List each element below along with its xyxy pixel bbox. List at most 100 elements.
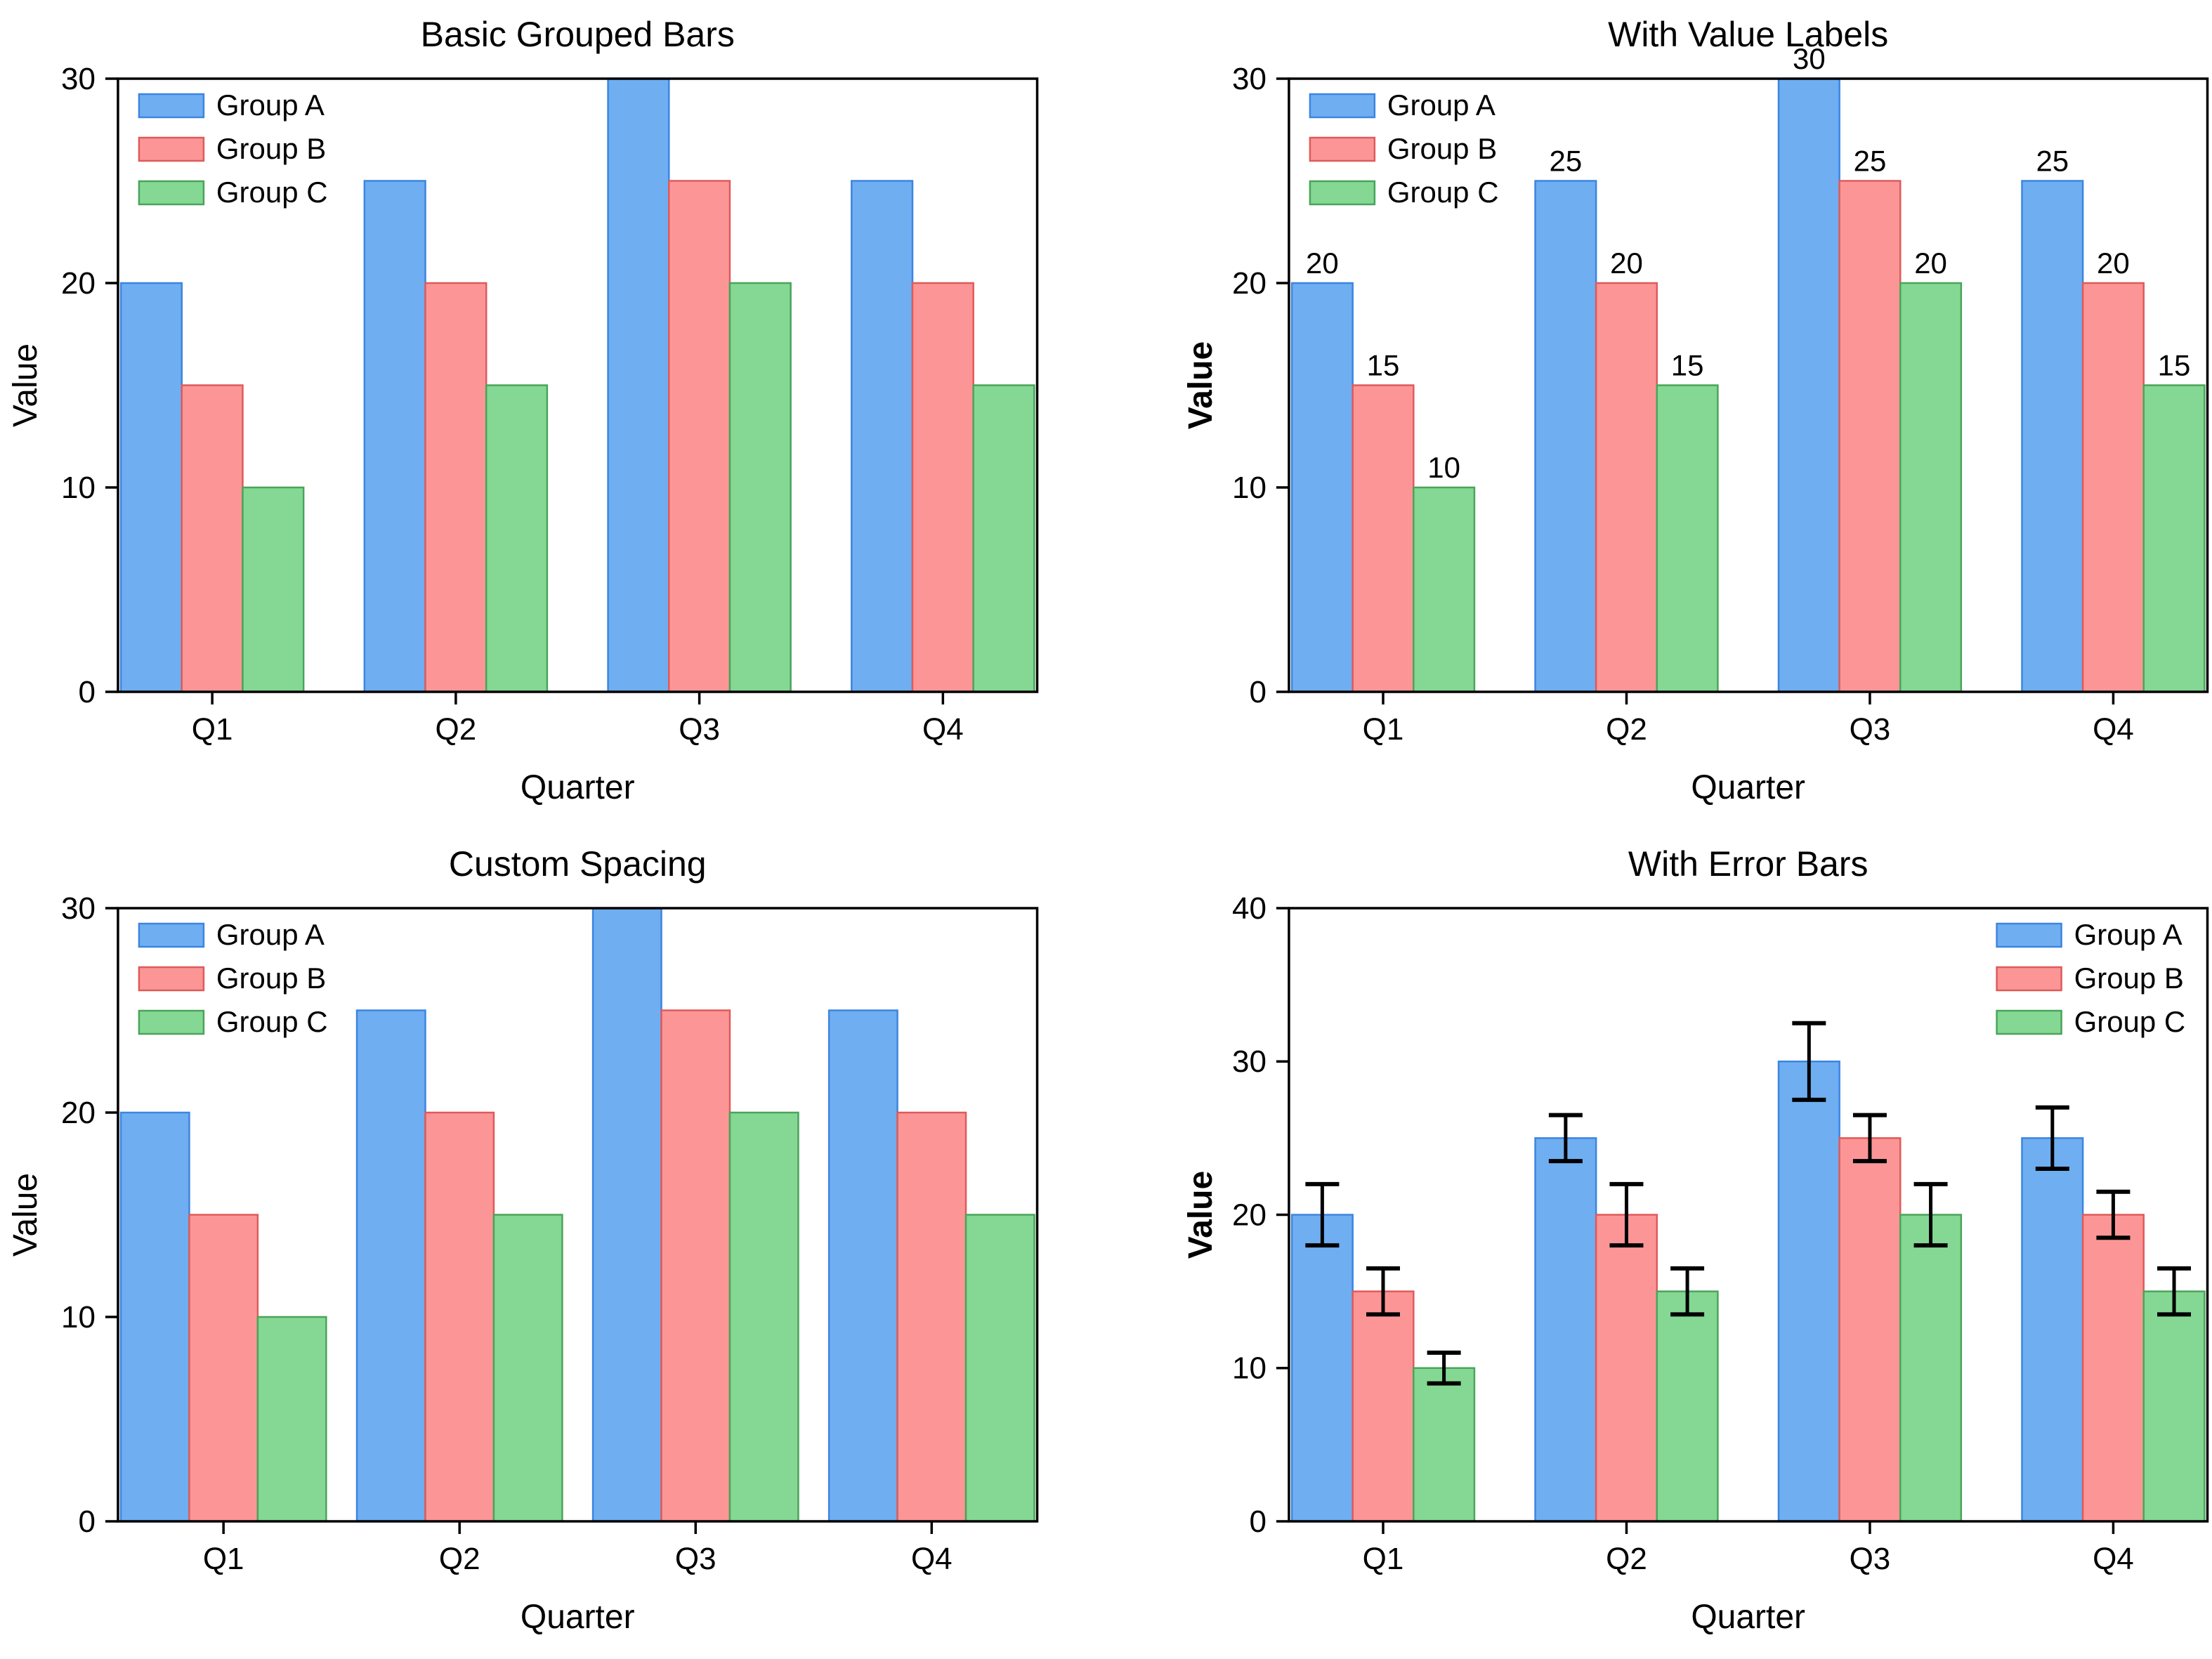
y-tick-label-20: 20 xyxy=(61,1096,96,1130)
plot-border xyxy=(117,907,1039,1523)
bar-q3-group-b xyxy=(668,180,731,693)
legend-swatch-group-c xyxy=(1309,180,1375,206)
legend-swatch-group-c xyxy=(1995,1009,2062,1035)
bar-q2-group-a xyxy=(363,180,426,693)
bar-q3-group-a xyxy=(607,77,670,693)
y-tick-label-30: 30 xyxy=(61,891,96,926)
y-axis-label: Value xyxy=(7,1173,44,1257)
legend-label-group-b: Group B xyxy=(216,962,326,995)
y-axis-label: Value xyxy=(1182,1171,1219,1259)
legend-label-group-b: Group B xyxy=(1387,132,1496,165)
x-axis-label: Quarter xyxy=(1691,1599,1805,1636)
bar-q3-group-c xyxy=(728,282,792,693)
legend-label-group-c: Group C xyxy=(2074,1005,2185,1038)
y-tick-label-20: 20 xyxy=(1231,1198,1266,1232)
bar-q3-group-b xyxy=(1838,180,1902,693)
bar-q1-group-b xyxy=(188,1214,259,1523)
bar-q2-group-b xyxy=(1595,1214,1658,1523)
value-label-q4-group-a: 25 xyxy=(2036,144,2069,177)
bar-q3-group-b xyxy=(660,1009,731,1523)
chart-title: Custom Spacing xyxy=(449,844,707,884)
bar-q1-group-a xyxy=(1290,282,1354,693)
bar-q2-group-b xyxy=(424,1111,495,1523)
bar-q1-group-a xyxy=(119,282,183,693)
bar-q1-group-c xyxy=(1412,486,1475,693)
chart-title: With Value Labels xyxy=(1608,15,1888,54)
x-tick-label-q4: Q4 xyxy=(911,1542,953,1576)
legend-swatch-group-a xyxy=(1995,922,2062,948)
x-tick-label-q2: Q2 xyxy=(439,1542,480,1576)
legend-label-group-a: Group A xyxy=(216,88,325,122)
chart-with-error-bars: 0 10 20 30 40 Q1 Q2 Q3 Q4 With Error Bars Quarter V… xyxy=(1106,830,2212,1659)
value-label-q1-group-c: 10 xyxy=(1427,451,1460,484)
x-tick-label-q4: Q4 xyxy=(2093,712,2134,747)
y-tick-label-0: 0 xyxy=(78,1504,95,1539)
bar-q1-group-a xyxy=(1290,1214,1354,1523)
bar-q3-group-c xyxy=(728,1111,799,1523)
legend-label-group-a: Group A xyxy=(1387,88,1495,122)
x-tick-label-q1: Q1 xyxy=(1362,712,1403,747)
bar-q2-group-b xyxy=(1595,282,1658,693)
plot-border xyxy=(1287,77,2208,693)
y-tick-label-0: 0 xyxy=(1249,675,1266,709)
legend: Group A Group B Group C xyxy=(1309,88,1498,209)
chart-basic-grouped-bars: 0 10 20 30 Q1 Q2 Q3 Q4 Basic Grouped Bars Quarter… xyxy=(0,0,1106,830)
x-tick-label-q3: Q3 xyxy=(1849,1542,1890,1576)
y-tick-label-0: 0 xyxy=(78,675,95,709)
bar-q2-group-a xyxy=(355,1009,426,1523)
bar-q4-group-c xyxy=(972,384,1035,693)
chart-title: Basic Grouped Bars xyxy=(421,15,735,54)
bar-q4-group-c xyxy=(2142,384,2206,693)
bar-q2-group-c xyxy=(1656,1290,1719,1523)
y-tick-label-10: 10 xyxy=(1231,471,1266,505)
legend-label-group-a: Group A xyxy=(216,918,325,951)
bar-q2-group-c xyxy=(492,1214,563,1523)
y-tick-label-0: 0 xyxy=(1249,1504,1266,1539)
bar-q4-group-a xyxy=(2020,180,2083,693)
bar-q4-group-c xyxy=(964,1214,1035,1523)
bar-q2-group-a xyxy=(1533,180,1597,693)
chart-svg-basic-grouped-bars: 0 10 20 30 Q1 Q2 Q3 Q4 Basic Grouped Bars Quarter… xyxy=(7,15,1039,806)
bar-q3-group-a xyxy=(1777,77,1840,693)
value-label-q2-group-c: 15 xyxy=(1670,348,1703,381)
legend-swatch-group-c xyxy=(138,180,205,206)
bar-q2-group-c xyxy=(485,384,549,693)
bar-q2-group-a xyxy=(1533,1137,1597,1523)
y-tick-label-10: 10 xyxy=(61,1300,96,1335)
x-axis-label: Quarter xyxy=(521,769,635,806)
bar-q4-group-b xyxy=(911,282,974,693)
chart-svg-with-error-bars: 0 10 20 30 40 Q1 Q2 Q3 Q4 With Error Bars Quarter V… xyxy=(1182,844,2208,1636)
legend-swatch-group-b xyxy=(138,136,205,162)
x-tick-label-q3: Q3 xyxy=(679,712,720,747)
bar-q1-group-b xyxy=(181,384,244,693)
x-tick-label-q1: Q1 xyxy=(1362,1542,1403,1576)
bar-q3-group-c xyxy=(1899,1214,1962,1523)
legend-swatch-group-b xyxy=(138,966,205,992)
chart-svg-with-value-labels: 20 25 30 25 15 20 25 20 10 15 20 15 0 10 20 30 Q1 Q2 Q3 Q4 W… xyxy=(1182,15,2208,806)
legend-swatch-group-a xyxy=(138,922,205,948)
x-tick-label-q4: Q4 xyxy=(922,712,964,747)
value-label-q2-group-a: 25 xyxy=(1549,144,1582,177)
legend-swatch-group-c xyxy=(138,1009,205,1035)
chart-svg-custom-spacing: 0 10 20 30 Q1 Q2 Q3 Q4 Custom Spacing Quarter Valu… xyxy=(7,844,1039,1636)
legend-label-group-c: Group C xyxy=(216,1005,328,1038)
y-tick-label-30: 30 xyxy=(1231,1044,1266,1079)
y-axis-label: Value xyxy=(1182,341,1219,429)
y-axis-label: Value xyxy=(7,343,44,427)
x-tick-label-q3: Q3 xyxy=(1849,712,1890,747)
bar-q1-group-c xyxy=(1412,1367,1475,1523)
legend-label-group-a: Group A xyxy=(2074,918,2182,951)
value-label-q1-group-a: 20 xyxy=(1306,247,1339,280)
legend: Group A Group B Group C xyxy=(138,88,328,209)
value-label-q2-group-b: 20 xyxy=(1610,247,1643,280)
value-label-q3-group-a: 30 xyxy=(1792,42,1825,75)
x-tick-label-q1: Q1 xyxy=(203,1542,244,1576)
y-tick-label-30: 30 xyxy=(1231,62,1266,96)
chart-with-value-labels: 20 25 30 25 15 20 25 20 10 15 20 15 0 10 20 30 Q1 Q2 Q3 Q4 W… xyxy=(1106,0,2212,830)
legend: Group A Group B Group C xyxy=(138,918,328,1038)
legend-label-group-b: Group B xyxy=(216,132,326,165)
legend: Group A Group B Group C xyxy=(1995,918,2185,1038)
x-axis-label: Quarter xyxy=(521,1599,635,1636)
legend-swatch-group-a xyxy=(1309,93,1375,119)
value-label-q4-group-b: 20 xyxy=(2097,247,2130,280)
